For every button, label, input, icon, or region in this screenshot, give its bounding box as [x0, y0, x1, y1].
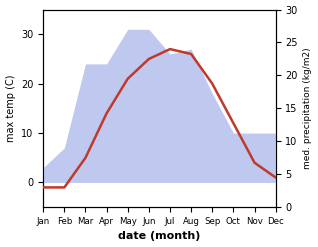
X-axis label: date (month): date (month) — [118, 231, 201, 242]
Y-axis label: max temp (C): max temp (C) — [5, 75, 16, 142]
Y-axis label: med. precipitation (kg/m2): med. precipitation (kg/m2) — [303, 48, 313, 169]
